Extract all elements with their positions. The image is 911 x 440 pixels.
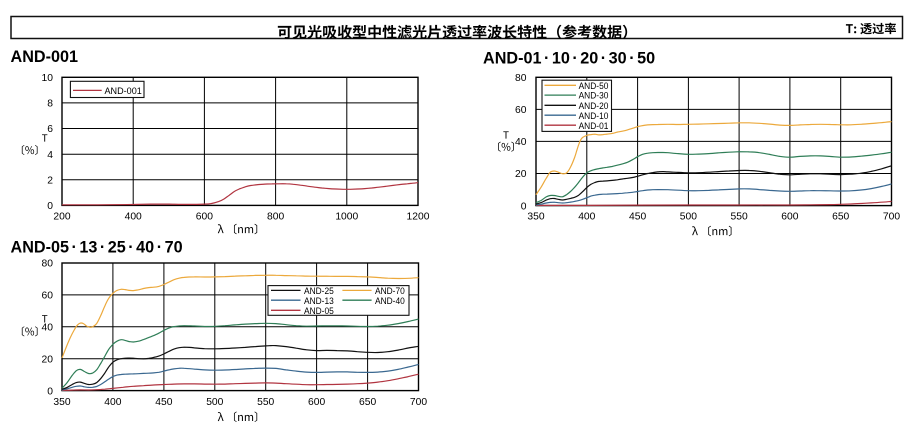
svg-text:20: 20: [42, 354, 54, 365]
svg-text:AND-001: AND-001: [105, 86, 142, 97]
svg-text:AND-10: AND-10: [579, 111, 609, 122]
svg-text:500: 500: [206, 397, 223, 408]
svg-text:550: 550: [257, 397, 274, 408]
svg-text:550: 550: [731, 212, 748, 223]
svg-text:500: 500: [680, 212, 697, 223]
svg-text:2: 2: [47, 176, 53, 187]
svg-text:700: 700: [410, 397, 427, 408]
svg-text:80: 80: [515, 73, 527, 84]
svg-text:1200: 1200: [407, 211, 430, 222]
svg-text:200: 200: [53, 211, 70, 222]
svg-text:AND-001: AND-001: [11, 48, 78, 66]
svg-text:0: 0: [47, 386, 53, 397]
svg-text:600: 600: [781, 212, 798, 223]
svg-text:AND-40: AND-40: [375, 296, 405, 307]
svg-text:AND-50: AND-50: [579, 81, 609, 92]
svg-text:AND-25: AND-25: [304, 286, 334, 297]
svg-text:350: 350: [53, 397, 70, 408]
svg-text:0: 0: [521, 201, 527, 212]
svg-text:AND-20: AND-20: [579, 101, 609, 112]
svg-text:650: 650: [832, 212, 849, 223]
svg-text:AND-70: AND-70: [375, 286, 405, 297]
svg-text:650: 650: [359, 397, 376, 408]
svg-text:6: 6: [47, 124, 53, 135]
svg-text:1000: 1000: [335, 211, 358, 222]
svg-text:60: 60: [515, 105, 527, 116]
svg-text:60: 60: [42, 291, 54, 302]
svg-text:40: 40: [515, 137, 527, 148]
svg-text:8: 8: [47, 99, 53, 110]
svg-text:AND-05·13·25·40·70: AND-05 · 13 · 25 · 40 · 70: [11, 238, 183, 256]
svg-text:4: 4: [47, 150, 53, 161]
svg-text:AND-13: AND-13: [304, 296, 334, 307]
svg-text:10: 10: [42, 73, 54, 84]
svg-text:0: 0: [47, 201, 53, 212]
svg-text:400: 400: [125, 211, 142, 222]
svg-text:AND-30: AND-30: [579, 91, 609, 102]
svg-text:80: 80: [42, 259, 54, 270]
svg-text:AND-01·10·20·30·50: AND-01 · 10 · 20 · 30 · 50: [483, 49, 655, 67]
svg-text:700: 700: [883, 212, 900, 223]
svg-text:400: 400: [104, 397, 121, 408]
svg-text:40: 40: [42, 323, 54, 334]
svg-text:600: 600: [196, 211, 213, 222]
svg-text:400: 400: [578, 212, 595, 223]
svg-text:450: 450: [629, 212, 646, 223]
svg-text:800: 800: [267, 211, 284, 222]
svg-text:20: 20: [515, 169, 527, 180]
svg-text:600: 600: [308, 397, 325, 408]
svg-text:350: 350: [527, 212, 544, 223]
svg-text:450: 450: [155, 397, 172, 408]
svg-text:AND-05: AND-05: [304, 306, 334, 317]
svg-text:AND-01: AND-01: [579, 121, 609, 132]
